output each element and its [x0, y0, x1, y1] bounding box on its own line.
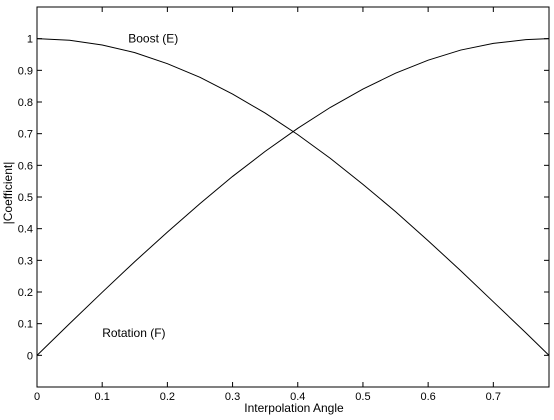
annotation-label: Boost (E): [128, 32, 178, 46]
x-tick-label: 0.5: [355, 391, 370, 403]
x-tick-label: 0.3: [225, 391, 240, 403]
x-tick-label: 0.2: [160, 391, 175, 403]
annotation-label: Rotation (F): [102, 326, 165, 340]
x-tick-label: 0.1: [95, 391, 110, 403]
y-tick-label: 0.7: [18, 129, 33, 141]
y-tick-label: 0.2: [18, 287, 33, 299]
x-tick-label: 0.6: [420, 391, 435, 403]
x-tick-label: 0.7: [486, 391, 501, 403]
x-tick-label: 0: [34, 391, 40, 403]
x-axis-label: Interpolation Angle: [244, 401, 344, 415]
y-tick-label: 1: [27, 34, 33, 46]
x-axis: 0 0.1 0.2 0.3 0.4 0.5 0.6 0.7: [34, 7, 501, 403]
y-tick-label: 0.1: [18, 319, 33, 331]
y-tick-label: 0.3: [18, 255, 33, 267]
x-tick-label: 0.4: [290, 391, 305, 403]
series-line-rotation-f: [36, 38, 550, 356]
y-axis: 0 0.1 0.2 0.3 0.4 0.5 0.6 0.7 0.8 0.9 1: [18, 34, 549, 362]
series-line-boost-e: [36, 38, 550, 356]
y-tick-label: 0.4: [18, 224, 33, 236]
y-axis-label: |Coefficient|: [1, 162, 15, 225]
y-tick-label: 0.9: [18, 65, 33, 77]
annotation-layer: Boost (E) Rotation (F): [102, 32, 178, 340]
y-tick-label: 0.5: [18, 192, 33, 204]
y-tick-label: 0: [27, 350, 33, 362]
series-layer: [36, 38, 550, 356]
y-tick-label: 0.8: [18, 97, 33, 109]
y-tick-label: 0.6: [18, 160, 33, 172]
